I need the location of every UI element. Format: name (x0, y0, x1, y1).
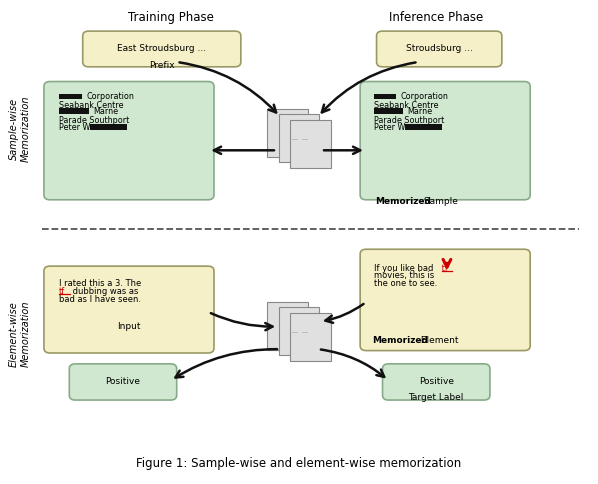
FancyBboxPatch shape (279, 114, 319, 162)
FancyBboxPatch shape (360, 249, 530, 350)
Text: If you like bad: If you like bad (374, 264, 433, 273)
Text: Element: Element (419, 336, 459, 346)
Text: Prefix: Prefix (149, 61, 175, 70)
Text: tf: tf (59, 287, 65, 296)
Text: Element-wise
Memorization: Element-wise Memorization (9, 301, 30, 367)
Text: Stroudsburg ...: Stroudsburg ... (406, 45, 472, 53)
Text: I rated this a 3. The: I rated this a 3. The (59, 278, 141, 287)
Text: the one to see.: the one to see. (374, 278, 437, 287)
FancyBboxPatch shape (83, 31, 241, 67)
Text: movies, this is: movies, this is (374, 272, 434, 280)
Text: ...  ...: ... ... (292, 329, 308, 334)
FancyBboxPatch shape (383, 364, 490, 400)
FancyBboxPatch shape (377, 31, 502, 67)
Text: Memorized: Memorized (372, 336, 428, 346)
Bar (374, 108, 404, 114)
Text: Sample-wise
Memorization: Sample-wise Memorization (9, 95, 30, 162)
Text: dubbing was as: dubbing was as (71, 287, 139, 296)
Bar (59, 108, 89, 114)
Text: Input: Input (117, 322, 141, 331)
Text: Corporation: Corporation (401, 92, 448, 101)
FancyBboxPatch shape (44, 266, 214, 353)
Text: Marne: Marne (408, 106, 433, 116)
Text: Sample: Sample (422, 197, 458, 207)
Text: Positive: Positive (105, 378, 141, 386)
Text: Peter W: Peter W (59, 123, 90, 132)
Bar (405, 124, 441, 130)
Text: ...  ...: ... ... (292, 136, 308, 141)
FancyBboxPatch shape (290, 120, 331, 168)
Text: bad as I have seen.: bad as I have seen. (59, 295, 141, 304)
Text: Corporation: Corporation (86, 92, 134, 101)
FancyBboxPatch shape (360, 81, 530, 200)
Bar (90, 124, 127, 130)
Text: Parade Southport: Parade Southport (59, 116, 129, 125)
Text: Peter W: Peter W (374, 123, 405, 132)
Bar (374, 94, 396, 99)
Text: Parade Southport: Parade Southport (374, 116, 444, 125)
FancyBboxPatch shape (69, 364, 176, 400)
Text: Inference Phase: Inference Phase (389, 11, 483, 24)
Text: Training Phase: Training Phase (128, 11, 213, 24)
Text: Target Label: Target Label (408, 393, 464, 402)
FancyBboxPatch shape (267, 302, 308, 350)
Text: Figure 1: Sample-wise and element-wise memorization: Figure 1: Sample-wise and element-wise m… (136, 456, 462, 469)
Text: Positive: Positive (419, 378, 454, 386)
Text: Seabank Centre: Seabank Centre (374, 102, 438, 110)
FancyBboxPatch shape (44, 81, 214, 200)
Bar (59, 94, 82, 99)
Text: East Stroudsburg ...: East Stroudsburg ... (117, 45, 206, 53)
Text: Seabank Centre: Seabank Centre (59, 102, 124, 110)
FancyBboxPatch shape (267, 109, 308, 157)
FancyBboxPatch shape (279, 307, 319, 355)
Text: Memorized: Memorized (376, 197, 431, 207)
Text: Marne: Marne (93, 106, 118, 116)
FancyBboxPatch shape (290, 313, 331, 361)
Text: tf: tf (439, 264, 448, 273)
